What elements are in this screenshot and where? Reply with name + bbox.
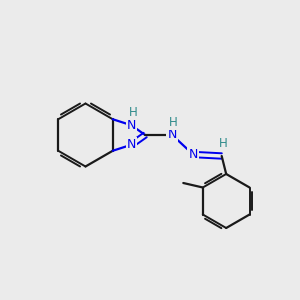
Text: N: N	[127, 119, 136, 132]
Text: H: H	[128, 106, 137, 119]
Text: N: N	[127, 138, 136, 151]
Text: N: N	[167, 128, 177, 142]
Text: N: N	[188, 148, 198, 161]
Text: H: H	[219, 137, 228, 150]
Text: H: H	[169, 116, 178, 129]
